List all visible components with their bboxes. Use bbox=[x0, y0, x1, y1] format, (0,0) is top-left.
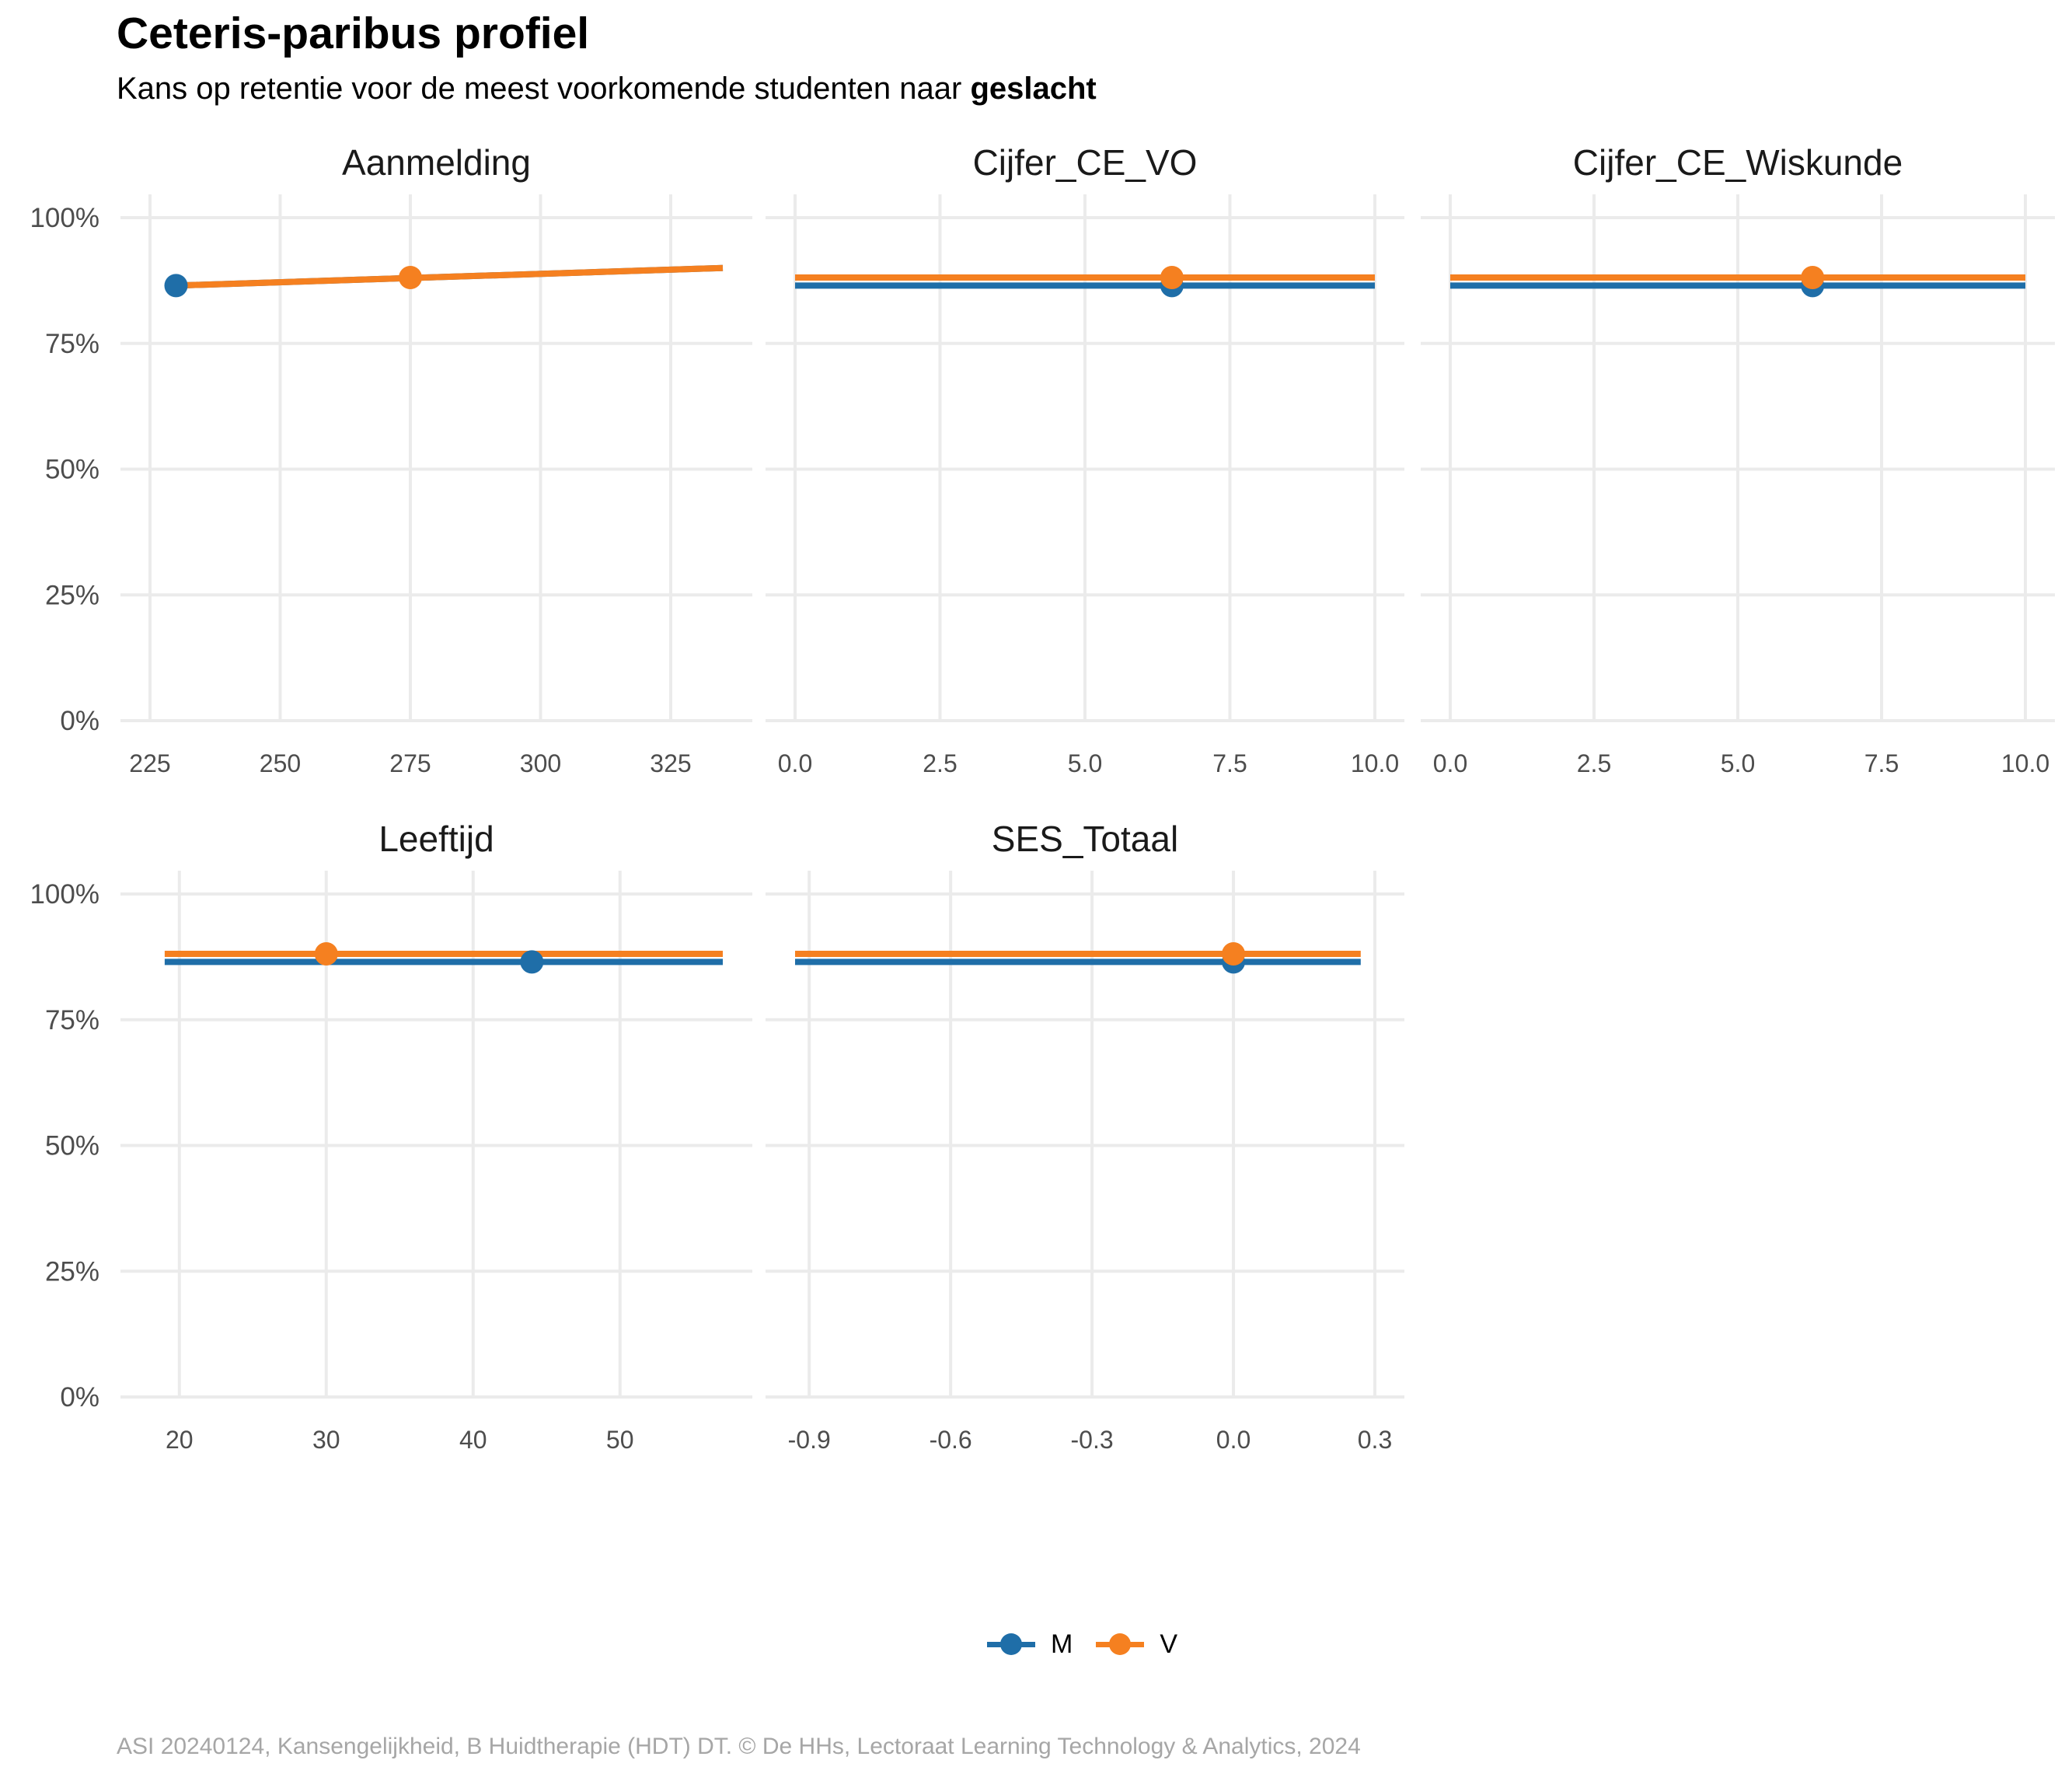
x-tick-label: 0.0 bbox=[778, 749, 812, 777]
chart-caption: ASI 20240124, Kansengelijkheid, B Huidth… bbox=[117, 1734, 1361, 1759]
panel-leeftijd: 0% 25% 50% 75% 100% 20 30 40 50 Leeftijd bbox=[30, 819, 752, 1454]
y-tick-label: 100% bbox=[30, 879, 99, 910]
data-point-v bbox=[1160, 265, 1184, 289]
legend-item-v: V bbox=[1096, 1629, 1177, 1660]
x-tick-label: 275 bbox=[389, 749, 431, 777]
data-point-v bbox=[1222, 941, 1246, 966]
x-tick-label: 7.5 bbox=[1864, 749, 1899, 777]
x-tick-label: 2.5 bbox=[923, 749, 957, 777]
y-tick-label: 0% bbox=[60, 706, 99, 736]
x-tick-label: 5.0 bbox=[1068, 749, 1102, 777]
legend-key-v bbox=[1096, 1629, 1145, 1660]
panel-title: Cijfer_CE_VO bbox=[973, 142, 1198, 183]
data-point-v bbox=[314, 941, 338, 966]
panel-cijfer-ce-wiskunde: 0.0 2.5 5.0 7.5 10.0 Cijfer_CE_Wiskunde bbox=[1421, 142, 2055, 777]
y-tick-label: 50% bbox=[45, 1131, 99, 1161]
legend-label-v: V bbox=[1160, 1629, 1178, 1659]
x-tick-label: 30 bbox=[312, 1426, 340, 1454]
panel-title: Cijfer_CE_Wiskunde bbox=[1573, 142, 1903, 183]
x-tick-label: 300 bbox=[520, 749, 561, 777]
data-point-m bbox=[164, 274, 188, 298]
y-tick-label: 25% bbox=[45, 1256, 99, 1287]
x-tick-label: -0.3 bbox=[1071, 1426, 1114, 1454]
legend-item-m: M bbox=[987, 1629, 1073, 1660]
chart-title: Ceteris-paribus profiel bbox=[117, 9, 590, 58]
legend-key-m bbox=[987, 1629, 1035, 1660]
data-point-m bbox=[520, 950, 544, 974]
x-tick-label: 2.5 bbox=[1577, 749, 1611, 777]
x-tick-label: 7.5 bbox=[1212, 749, 1247, 777]
y-tick-label: 100% bbox=[30, 203, 99, 233]
panel-title: Aanmelding bbox=[342, 142, 531, 183]
x-tick-label: 0.3 bbox=[1358, 1426, 1392, 1454]
x-tick-label: 0.0 bbox=[1216, 1426, 1251, 1454]
panel-cijfer-ce-vo: 0.0 2.5 5.0 7.5 10.0 Cijfer_CE_VO bbox=[766, 142, 1404, 777]
y-tick-label: 75% bbox=[45, 329, 99, 359]
subtitle-text: Kans op retentie voor de meest voorkomen… bbox=[117, 72, 962, 106]
panel-aanmelding: 0% 25% 50% 75% 100% 225 250 275 300 325 Aanmelding bbox=[30, 142, 752, 777]
data-point-v bbox=[399, 265, 422, 289]
x-tick-label: 5.0 bbox=[1721, 749, 1755, 777]
chart-subtitle: Kans op retentie voor de meest voorkomen… bbox=[117, 72, 1097, 107]
x-tick-label: 10.0 bbox=[1351, 749, 1399, 777]
x-tick-label: 225 bbox=[129, 749, 170, 777]
x-tick-label: 325 bbox=[650, 749, 691, 777]
x-tick-label: 0.0 bbox=[1433, 749, 1467, 777]
data-point-v bbox=[1801, 265, 1825, 289]
panel-title: Leeftijd bbox=[378, 819, 494, 859]
y-tick-label: 50% bbox=[45, 455, 99, 485]
y-tick-label: 75% bbox=[45, 1005, 99, 1035]
panel-title: SES_Totaal bbox=[992, 819, 1178, 859]
panel-ses-totaal: -0.9 -0.6 -0.3 0.0 0.3 SES_Totaal bbox=[766, 819, 1404, 1454]
x-tick-label: 40 bbox=[459, 1426, 487, 1454]
legend-label-m: M bbox=[1051, 1629, 1073, 1659]
x-tick-label: -0.6 bbox=[930, 1426, 972, 1454]
series-line-v bbox=[176, 264, 724, 289]
x-tick-label: 10.0 bbox=[2001, 749, 2049, 777]
legend: M V bbox=[987, 1626, 1201, 1662]
y-tick-label: 0% bbox=[60, 1382, 99, 1413]
x-tick-label: 50 bbox=[606, 1426, 634, 1454]
x-tick-label: 20 bbox=[166, 1426, 194, 1454]
y-tick-label: 25% bbox=[45, 580, 99, 610]
x-tick-label: 250 bbox=[260, 749, 301, 777]
subtitle-bold-text: geslacht bbox=[970, 72, 1097, 106]
x-tick-label: -0.9 bbox=[788, 1426, 831, 1454]
